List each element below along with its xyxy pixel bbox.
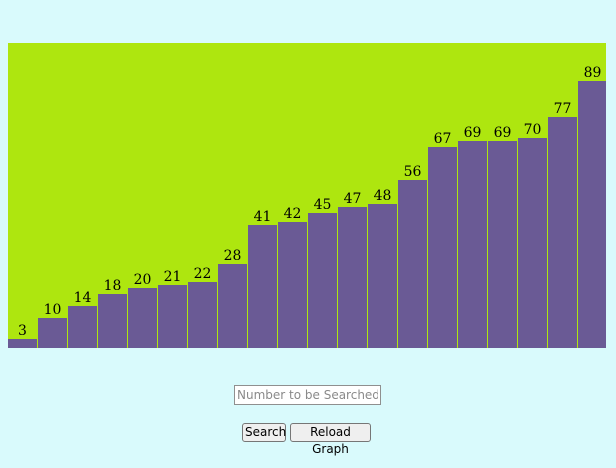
bar [488,141,517,348]
bar [428,147,457,348]
bar [38,318,67,348]
bar [518,138,547,348]
bar-value-label: 41 [254,209,272,225]
bar-value-label: 22 [194,266,212,282]
bar [218,264,247,348]
bar [458,141,487,348]
bar-value-label: 20 [134,272,152,288]
bar-value-label: 45 [314,197,332,213]
bar [98,294,127,348]
reload-graph-button[interactable]: Reload Graph [290,423,371,456]
search-button[interactable]: Search [242,423,286,442]
bar-chart-svg: 3 10 14 18 20 21 22 28 41 42 45 47 48 56 67 69 69 70 77 89 [8,65,606,348]
bar [8,339,37,348]
bar-value-label: 14 [74,290,92,306]
bar-value-label: 89 [584,65,602,81]
bar-chart: 3 10 14 18 20 21 22 28 41 42 45 47 48 56 67 69 69 70 77 89 [8,43,606,348]
bar [158,285,187,348]
bar [188,282,217,348]
bar [548,117,577,348]
bar-value-label: 10 [44,302,62,318]
bar-value-label: 18 [104,278,122,294]
bar-value-label: 69 [464,125,482,141]
bar [68,306,97,348]
bar-value-label: 77 [554,101,572,117]
bar-value-label: 47 [344,191,362,207]
bar [338,207,367,348]
bar [398,180,427,348]
bar-value-label: 69 [494,125,512,141]
bar [308,213,337,348]
search-input[interactable] [234,385,381,405]
bar-value-label: 48 [374,188,392,204]
bar [278,222,307,348]
bar-value-label: 28 [224,248,242,264]
bar [128,288,157,348]
bar-value-label: 3 [18,323,27,339]
bar-value-label: 42 [284,206,302,222]
bar-value-label: 21 [164,269,182,285]
bar-value-label: 70 [524,122,542,138]
bar-value-label: 56 [404,164,422,180]
bar-value-label: 67 [434,131,452,147]
bar [578,81,606,348]
bar [368,204,397,348]
bar [248,225,277,348]
